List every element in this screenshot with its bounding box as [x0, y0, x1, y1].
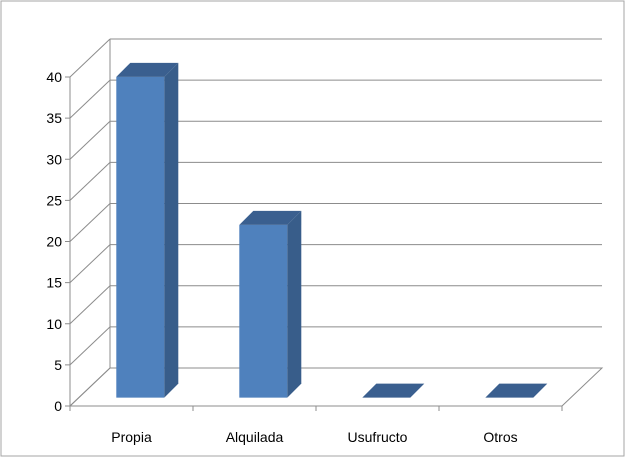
bar-side: [287, 210, 302, 398]
gridline-side: [69, 285, 111, 325]
y-tick-label: 5: [54, 357, 62, 373]
grid-layer: [69, 38, 604, 407]
gridline-side: [69, 162, 111, 201]
gridline-side: [69, 244, 111, 283]
x-tick-label: Alquilada: [226, 429, 284, 445]
bar-front: [116, 76, 165, 398]
bars-layer: [116, 62, 548, 398]
gridline-side: [69, 38, 111, 78]
y-tick-label: 40: [46, 69, 62, 85]
bar-top: [485, 383, 548, 398]
bar-front: [239, 224, 288, 398]
y-tick-label: 0: [54, 398, 62, 414]
axis-layer: [65, 76, 563, 411]
gridline-side: [69, 326, 111, 366]
y-tick-label: 15: [46, 275, 62, 291]
y-tick-label: 30: [46, 151, 62, 167]
bar-top: [362, 383, 425, 398]
x-tick-label: Usufructo: [348, 429, 408, 445]
bar-alquilada: [239, 210, 302, 398]
bar-top: [116, 62, 179, 77]
gridline-side: [69, 79, 111, 119]
bar-top: [239, 210, 302, 225]
gridline-side: [69, 120, 111, 160]
y-tick-label: 35: [46, 110, 62, 126]
gridline-side: [69, 203, 111, 242]
floor-outline: [69, 367, 604, 407]
y-tick-label: 10: [46, 316, 62, 332]
y-tick-label: 25: [46, 192, 62, 208]
bar-propia: [116, 62, 179, 398]
bar-side: [164, 62, 179, 398]
x-tick-label: Propia: [111, 429, 152, 445]
x-tick-label: Otros: [483, 429, 517, 445]
labels-layer: 0 5 10 15 20 25 30 35 40 Propia Alquilada Usufructo…: [46, 69, 517, 445]
bar-usufructo: [362, 383, 425, 398]
bar-otros: [485, 383, 548, 398]
y-tick-label: 20: [46, 234, 62, 250]
